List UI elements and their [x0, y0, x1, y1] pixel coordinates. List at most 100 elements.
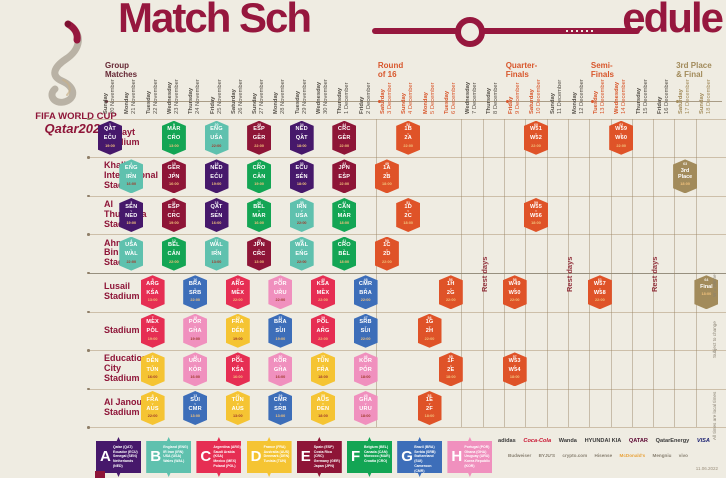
group-team-list: Brazil (BRA) Serbia (SRB) Switzerland (S… [414, 445, 436, 473]
kickoff-time: 13:00 [147, 298, 158, 303]
team-code-home: NED [295, 126, 308, 133]
versus-label: v [386, 248, 388, 253]
team-code-home: 1H [447, 280, 455, 287]
kickoff-time: 18:00 [424, 413, 435, 418]
kickoff-time: 22:00 [318, 336, 328, 341]
title-decorative-line [372, 28, 640, 34]
team-code-home: KOR [359, 357, 373, 364]
match-badge-arg-mex: 24 ARG v MEX 22:00 [225, 275, 250, 310]
match-badge-den-tun: 6 DEN v TUN 16:00 [140, 352, 165, 387]
group-letter: F [351, 448, 361, 465]
team-code-home: W51 [529, 126, 543, 133]
group-letter: C [200, 448, 212, 465]
match-number: 7 [151, 316, 154, 321]
match-number: 9 [172, 123, 175, 128]
kickoff-time: 19:00 [169, 220, 179, 225]
team-code-away: POL [146, 328, 159, 335]
team-code-away: SEN [295, 174, 308, 181]
group-team-list: Portugal (POR) Ghana (GHA) Uruguay (URU)… [464, 445, 491, 468]
match-number: 47 [363, 316, 368, 321]
match-number: 3 [130, 200, 133, 205]
group-letter: B [150, 448, 162, 465]
match-number: 36 [299, 239, 304, 244]
team-code-home: URU [188, 357, 202, 364]
team-code-away: SUI [360, 328, 371, 335]
kickoff-time: 19:00 [105, 143, 115, 148]
group-team-list: Qatar (QAT) Ecuador (ECU) Senegal (SEN) … [113, 445, 138, 468]
row-separator-line [87, 387, 726, 391]
stadium-name: Al Janoub Stadium [104, 397, 148, 417]
team-code-away: NED [125, 212, 138, 219]
team-code-home: 1D [404, 203, 412, 210]
team-code-home: POR [188, 319, 202, 326]
match-badge-w57-w58: 61 W57 v W58 22:00 [587, 275, 612, 310]
versus-label: v [513, 286, 516, 291]
team-code-away: CRC [252, 251, 266, 258]
team-code-away: URU [359, 405, 372, 412]
team-code-away: ESP [338, 174, 351, 181]
match-number: 54 [427, 316, 432, 321]
rest-days-label: Rest days [479, 256, 489, 292]
versus-label: v [364, 363, 367, 368]
date-label: Tuesday 13 December [592, 79, 606, 114]
match-number: 41 [342, 239, 347, 244]
kickoff-time: 16:00 [147, 375, 158, 380]
team-code-home: ENG [124, 164, 138, 171]
team-code-away: ENG [295, 251, 309, 258]
kickoff-time: 22:00 [360, 336, 371, 341]
date-label: Friday 25 November [209, 79, 223, 114]
date-label: Sunday 4 December [401, 82, 414, 114]
page-title-right: edule [622, 0, 724, 41]
versus-label: v [130, 170, 133, 175]
team-code-away: JPN [168, 174, 180, 181]
date-label: Sunday 20 November [103, 79, 116, 114]
team-code-home: KOR [273, 357, 287, 364]
kickoff-time: 18:00 [318, 375, 328, 380]
team-code-home: KSA [316, 280, 330, 287]
sponsor-logo-mcdonald-s: McDonald's [619, 453, 646, 458]
match-number: 53 [427, 393, 432, 398]
versus-label: v [322, 402, 324, 407]
title-ring-icon [455, 17, 485, 47]
column-separator-line [589, 118, 591, 428]
versus-label: v [151, 363, 154, 368]
match-badge-por-gha: 15 POR v GHA 19:00 [183, 313, 208, 348]
team-code-home: CRO [337, 242, 351, 249]
versus-label: v [322, 325, 324, 330]
team-code-away: SUI [275, 328, 286, 335]
team-code-away: USA [295, 212, 308, 219]
match-number: 44 [342, 123, 347, 128]
versus-label: v [173, 209, 175, 214]
date-label: Thursday 15 December [635, 79, 649, 114]
match-number: 56 [448, 277, 453, 282]
match-label: Final [700, 283, 713, 290]
versus-label: v [109, 132, 111, 137]
kickoff-time: 18:00 [296, 182, 307, 187]
team-code-away: GHA [273, 367, 287, 374]
match-badge-w55-w56: 59 W55 v W56 18:00 [524, 198, 548, 232]
team-code-away: W56 [529, 212, 543, 219]
match-badge-esp-ger: 28 ESP v GER 22:00 [247, 120, 272, 155]
match-number: 20 [214, 123, 219, 128]
match-number: 8 [151, 393, 154, 398]
versus-label: v [407, 132, 409, 137]
match-badge-pol-ksa: 22 POL v KSA 16:00 [225, 352, 250, 387]
versus-label: v [322, 286, 324, 291]
wordmark-line1: FIFA WORLD CUP [35, 111, 117, 122]
legend-group-b: B England (ENG) IR Iran (IRN) USA (USA) W… [146, 437, 192, 477]
match-label: 3rd Place [678, 167, 693, 180]
match-badge-ecu-sen: 33 ECU v SEN 18:00 [289, 159, 314, 194]
match-badge-gha-uru: 45 GHA v URU 18:00 [353, 391, 378, 425]
kickoff-time: 22:00 [339, 182, 350, 187]
team-code-away: CRO [167, 135, 181, 142]
team-code-away: ECU [210, 174, 223, 181]
match-number: 31 [278, 316, 283, 321]
team-code-home: W55 [529, 203, 543, 210]
sponsor-logo-qatar: QATAR [628, 438, 648, 444]
row-separator-line [87, 233, 726, 236]
match-badge-1h-2g: 56 1H v 2G 22:00 [438, 275, 463, 310]
match-number: 4 [130, 239, 133, 244]
row-line-dot [87, 310, 90, 313]
kickoff-time: 22:00 [360, 298, 371, 303]
versus-label: v [364, 325, 367, 330]
